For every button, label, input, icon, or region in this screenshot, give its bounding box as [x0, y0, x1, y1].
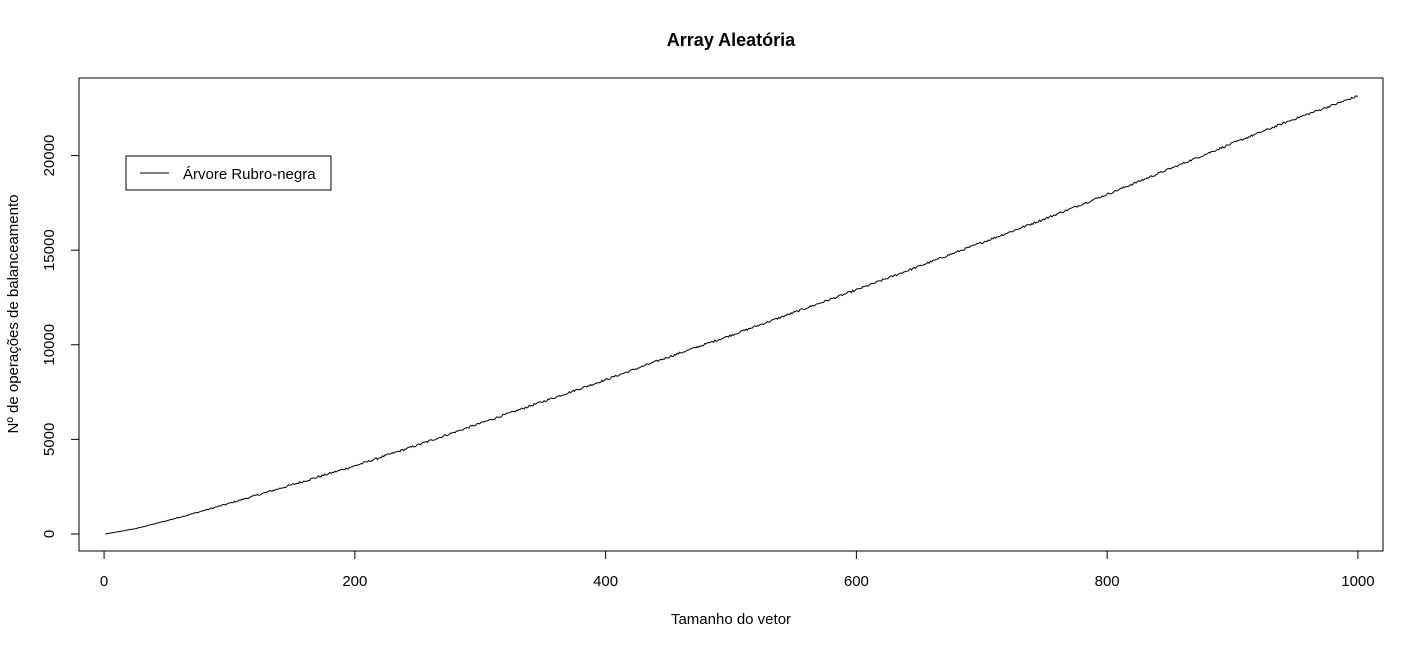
x-axis-label: Tamanho do vetor — [671, 611, 791, 628]
x-tick-label: 800 — [1095, 573, 1120, 590]
x-axis: 0 200 400 600 800 1000 — [100, 550, 1375, 590]
x-tick-label: 400 — [593, 573, 618, 590]
x-tick-label: 0 — [100, 573, 108, 590]
series-line — [105, 95, 1359, 535]
plot-area-border — [78, 77, 1384, 552]
y-tick-label: 5000 — [41, 423, 58, 456]
y-axis: 0 5000 10000 15000 20000 — [41, 135, 80, 538]
chart-title: Array Aleatória — [667, 30, 796, 50]
y-tick-label: 10000 — [41, 324, 58, 366]
legend: Árvore Rubro-negra — [125, 155, 332, 191]
y-tick-label: 20000 — [41, 135, 58, 177]
series-layer — [105, 95, 1359, 535]
legend-label: Árvore Rubro-negra — [183, 166, 316, 183]
y-axis-label: Nº de operações de balanceamento — [5, 195, 22, 434]
x-tick-label: 1000 — [1341, 573, 1374, 590]
x-tick-label: 600 — [844, 573, 869, 590]
y-tick-label: 15000 — [41, 229, 58, 271]
x-tick-label: 200 — [342, 573, 367, 590]
y-tick-label: 0 — [41, 530, 58, 538]
